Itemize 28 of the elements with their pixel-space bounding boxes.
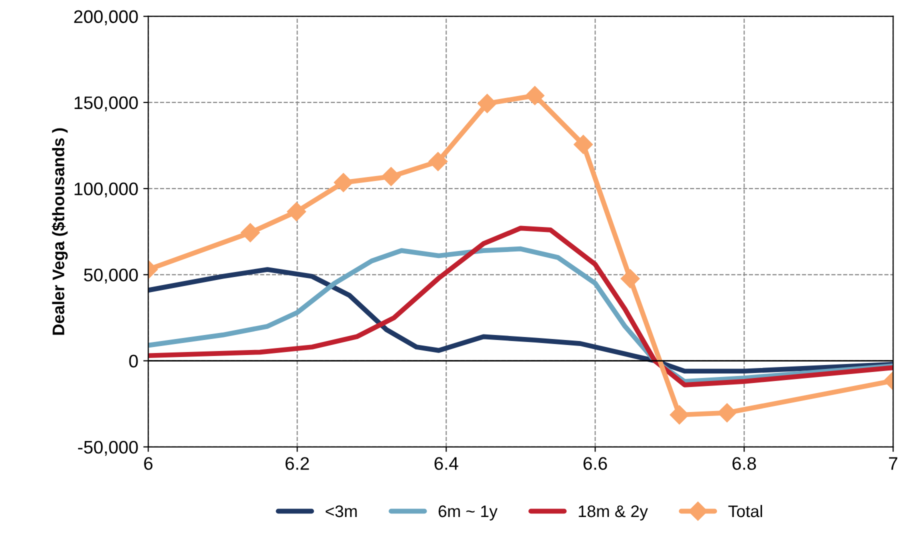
legend-label: 18m & 2y bbox=[578, 505, 648, 520]
x-tick-label: 6 bbox=[144, 457, 152, 470]
y-tick-label: 50,000 bbox=[84, 268, 138, 284]
y-axis-title: Dealer Vega ($thousands ) bbox=[52, 128, 68, 335]
point bbox=[240, 223, 260, 242]
legend-label: <3m bbox=[326, 505, 357, 518]
point bbox=[574, 134, 593, 154]
x-tick-label: 6.2 bbox=[286, 457, 309, 470]
y-tick-label: 0 bbox=[129, 354, 138, 368]
legend-label: Total bbox=[728, 504, 762, 518]
y-tick-label: 150,000 bbox=[74, 96, 138, 112]
x-tick-label: 6.8 bbox=[732, 457, 756, 470]
point bbox=[478, 94, 497, 114]
point bbox=[525, 86, 544, 106]
point bbox=[428, 152, 448, 172]
point bbox=[286, 202, 306, 222]
y-tick-label: 200,000 bbox=[74, 10, 138, 26]
point bbox=[620, 269, 640, 288]
y-tick-label: 100,000 bbox=[74, 182, 138, 198]
x-tick-label: 6.4 bbox=[434, 457, 458, 470]
x-tick-label: 7 bbox=[889, 457, 898, 470]
point bbox=[670, 405, 689, 424]
x-tick-label: 6.6 bbox=[584, 457, 607, 470]
legend-label: 6m ~ 1y bbox=[438, 505, 498, 520]
point bbox=[718, 403, 737, 422]
y-tick-label: -50,000 bbox=[78, 440, 138, 456]
point bbox=[334, 173, 353, 192]
point bbox=[382, 166, 401, 186]
